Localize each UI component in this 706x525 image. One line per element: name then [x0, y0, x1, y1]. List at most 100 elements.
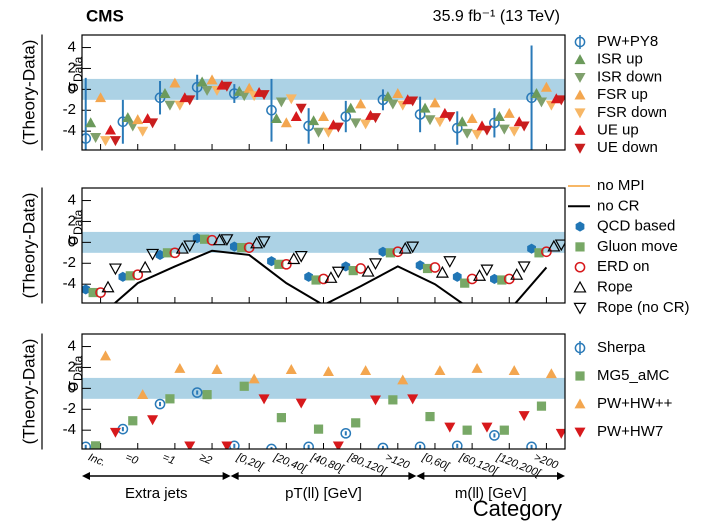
legend-swatch [574, 36, 586, 48]
y-tick-label: 0 [68, 379, 76, 396]
x-tick-label: [80,120[ [346, 451, 389, 478]
x-tick-label: ≥2 [198, 451, 214, 467]
arrow-head [230, 472, 239, 480]
panel-frame [81, 333, 566, 450]
marker [419, 102, 431, 113]
marker [461, 128, 473, 139]
marker [184, 95, 196, 106]
marker [109, 427, 121, 438]
marker [196, 76, 208, 87]
marker [267, 256, 276, 267]
legend-label: PW+HW7 [597, 423, 663, 440]
group-label: pT(ll) [GeV] [285, 485, 362, 502]
marker [82, 133, 92, 144]
legend-label: no CR [597, 197, 640, 214]
marker [526, 441, 537, 449]
marker [285, 364, 297, 374]
panel-frame [81, 187, 566, 304]
line [113, 249, 548, 303]
marker [555, 95, 565, 106]
x-tick-label: >120 [384, 451, 412, 472]
marker [294, 250, 308, 263]
legend-label: QCD based [597, 218, 675, 235]
y-tick-label: 0 [68, 80, 76, 97]
marker [280, 117, 292, 128]
marker [536, 401, 547, 411]
legend-label: UE down [597, 139, 658, 156]
marker [147, 118, 159, 129]
marker [238, 91, 250, 102]
marker [82, 441, 92, 449]
marker [159, 88, 171, 98]
marker [211, 364, 223, 374]
legend-label: ERD on [597, 258, 650, 275]
marker [155, 249, 165, 260]
marker [498, 124, 510, 135]
marker [345, 102, 357, 113]
marker [202, 390, 212, 400]
marker [466, 113, 478, 124]
marker [175, 241, 189, 254]
x-tick-label: [40,80[ [308, 451, 345, 475]
marker [258, 90, 270, 101]
legend-label: PW+HW++ [597, 395, 673, 412]
marker [429, 262, 441, 273]
marker [132, 269, 144, 281]
marker [451, 440, 463, 449]
marker [137, 126, 149, 137]
x-axis-label: Category [473, 496, 562, 521]
marker [304, 271, 314, 282]
marker [489, 430, 500, 441]
marker [460, 278, 470, 288]
marker [317, 111, 330, 121]
marker [545, 368, 557, 379]
marker [462, 425, 472, 435]
marker [388, 395, 398, 405]
line [101, 316, 547, 347]
marker [350, 118, 362, 129]
marker [527, 243, 536, 254]
marker [397, 374, 409, 385]
marker [387, 99, 399, 110]
marker [377, 442, 389, 449]
marker [324, 271, 338, 283]
marker [308, 115, 320, 126]
marker [444, 112, 456, 123]
marker [104, 124, 117, 135]
y-tick-label: -2 [63, 254, 76, 271]
marker [287, 252, 301, 265]
marker [109, 136, 121, 147]
marker [237, 242, 247, 253]
marker [534, 248, 544, 258]
marker [518, 411, 530, 422]
marker [392, 246, 404, 258]
sigma: σ [63, 235, 82, 246]
x-tick-label: =0 [124, 451, 141, 467]
marker [266, 104, 277, 116]
marker [295, 398, 307, 409]
y-tick-label: -4 [63, 275, 76, 292]
marker [535, 97, 547, 108]
plot-area [82, 45, 565, 150]
marker [340, 427, 352, 439]
marker [473, 269, 487, 281]
legend-label: ISR down [597, 68, 662, 85]
legend-swatch [573, 302, 587, 315]
marker [165, 394, 175, 404]
marker [434, 365, 446, 376]
legend-label: Rope [597, 278, 633, 295]
marker [429, 97, 441, 108]
legend-label: Rope (no CR) [597, 299, 690, 316]
x-tick-label: [60,120[ [457, 451, 500, 478]
marker [385, 248, 395, 258]
legend-swatch [574, 261, 586, 273]
legend-label: MG5_aMC [597, 367, 670, 384]
marker [100, 350, 112, 361]
marker [313, 127, 325, 138]
marker [443, 256, 457, 268]
legend-label: Gluon move [597, 238, 678, 255]
marker [451, 122, 463, 134]
marker [295, 103, 307, 114]
marker [276, 413, 286, 423]
